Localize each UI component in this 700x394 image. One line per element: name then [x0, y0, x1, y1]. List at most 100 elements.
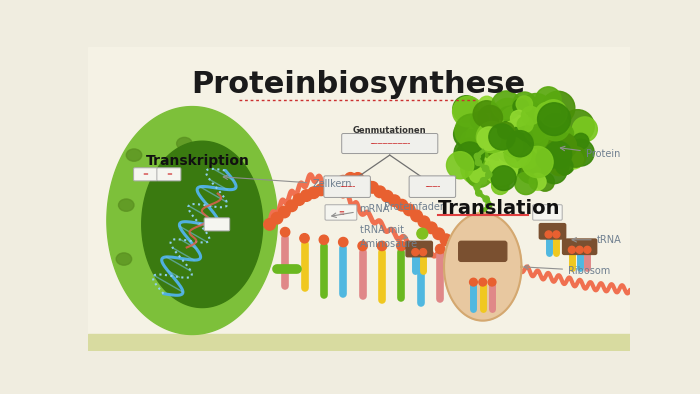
Circle shape [522, 120, 544, 142]
Text: =: = [143, 171, 148, 177]
Circle shape [529, 173, 546, 190]
Polygon shape [107, 106, 277, 335]
Ellipse shape [126, 149, 141, 161]
Circle shape [518, 150, 538, 169]
Circle shape [513, 99, 528, 114]
Circle shape [497, 124, 519, 146]
Circle shape [545, 141, 572, 168]
Circle shape [516, 96, 533, 112]
Circle shape [281, 227, 290, 237]
Circle shape [461, 152, 494, 185]
Circle shape [500, 128, 521, 149]
Circle shape [344, 173, 356, 184]
Circle shape [308, 187, 319, 199]
Circle shape [461, 130, 483, 151]
Circle shape [496, 135, 524, 163]
Circle shape [498, 122, 514, 139]
Circle shape [568, 246, 575, 253]
Circle shape [358, 241, 368, 251]
FancyBboxPatch shape [134, 168, 158, 181]
Circle shape [470, 112, 489, 130]
Circle shape [538, 103, 570, 136]
Circle shape [486, 157, 517, 187]
Circle shape [489, 132, 505, 148]
Circle shape [522, 106, 540, 125]
Ellipse shape [227, 260, 242, 273]
Circle shape [286, 200, 298, 212]
Ellipse shape [176, 138, 192, 150]
Circle shape [359, 177, 371, 189]
Circle shape [500, 128, 530, 158]
Circle shape [500, 106, 528, 135]
Circle shape [584, 246, 591, 253]
Circle shape [447, 152, 474, 179]
Circle shape [493, 132, 513, 152]
Circle shape [503, 136, 528, 161]
Circle shape [435, 244, 444, 254]
Circle shape [560, 143, 583, 166]
Circle shape [510, 128, 526, 144]
Circle shape [513, 92, 536, 115]
Circle shape [264, 219, 275, 230]
Text: Genmutationen: Genmutationen [353, 126, 426, 135]
Circle shape [497, 121, 530, 154]
FancyBboxPatch shape [324, 176, 370, 197]
Circle shape [551, 136, 574, 158]
Circle shape [545, 231, 552, 238]
Circle shape [433, 228, 445, 240]
Circle shape [477, 127, 501, 150]
Circle shape [440, 234, 452, 245]
Circle shape [561, 110, 594, 143]
Circle shape [447, 239, 459, 251]
Circle shape [536, 87, 561, 112]
Circle shape [453, 96, 480, 123]
Circle shape [482, 165, 489, 172]
Ellipse shape [116, 253, 132, 265]
Circle shape [491, 91, 521, 120]
Circle shape [330, 178, 342, 190]
Circle shape [480, 208, 486, 214]
Circle shape [517, 155, 545, 184]
Circle shape [416, 243, 426, 252]
Circle shape [377, 241, 386, 251]
Circle shape [397, 241, 406, 251]
Circle shape [557, 125, 573, 141]
Circle shape [489, 149, 522, 182]
Circle shape [426, 222, 437, 234]
Circle shape [519, 142, 552, 175]
Circle shape [504, 138, 523, 156]
Circle shape [567, 139, 594, 166]
Circle shape [419, 249, 426, 256]
Circle shape [480, 178, 486, 184]
Circle shape [489, 144, 505, 160]
FancyBboxPatch shape [533, 205, 562, 220]
Circle shape [517, 117, 533, 132]
Circle shape [528, 128, 548, 149]
Ellipse shape [219, 157, 234, 169]
Circle shape [552, 133, 576, 157]
Circle shape [535, 102, 561, 128]
Circle shape [315, 184, 327, 195]
Circle shape [454, 138, 484, 168]
Circle shape [536, 115, 568, 148]
Circle shape [455, 114, 489, 147]
Ellipse shape [153, 168, 169, 180]
Circle shape [495, 106, 526, 137]
FancyBboxPatch shape [204, 218, 230, 231]
Text: ━━━━━━━━━━━━━━━━: ━━━━━━━━━━━━━━━━ [370, 141, 410, 145]
Circle shape [536, 173, 554, 191]
Circle shape [522, 138, 554, 169]
Circle shape [484, 152, 518, 185]
Circle shape [510, 110, 527, 126]
Circle shape [514, 134, 548, 168]
Circle shape [475, 159, 482, 165]
Text: ━━━━━━: ━━━━━━ [340, 185, 355, 189]
Text: =: = [166, 171, 172, 177]
Circle shape [565, 150, 583, 169]
Circle shape [519, 93, 553, 127]
Circle shape [478, 106, 503, 130]
Circle shape [512, 114, 538, 139]
Circle shape [549, 156, 569, 176]
Circle shape [476, 190, 482, 196]
FancyBboxPatch shape [406, 241, 433, 257]
